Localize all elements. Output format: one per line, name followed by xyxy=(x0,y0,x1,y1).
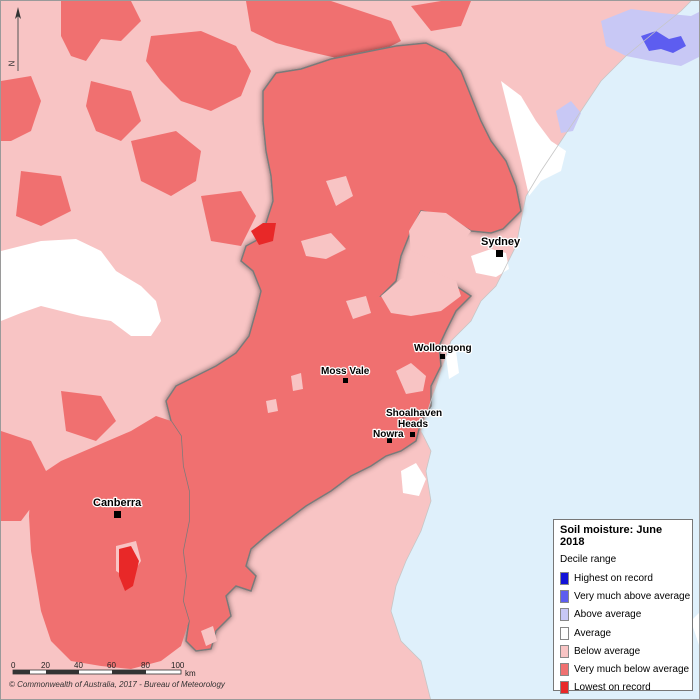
scale-unit: km xyxy=(185,669,196,678)
scale-bar: 0 20 40 60 80 100 km xyxy=(11,661,196,678)
legend-title: Soil moisture: June 2018 xyxy=(560,524,663,548)
copyright-text: © Commonwealth of Australia, 2017 - Bure… xyxy=(9,680,225,689)
legend-item: Above average xyxy=(560,606,686,624)
legend-subtitle: Decile range xyxy=(560,554,617,565)
legend-items: Highest on record Very much above average… xyxy=(560,569,690,697)
legend-label: Below average xyxy=(574,645,641,657)
legend-item: Very much below average xyxy=(560,660,690,678)
north-arrow xyxy=(15,7,21,71)
sydney-marker xyxy=(496,250,503,257)
legend-item: Highest on record xyxy=(560,569,686,587)
scale-tick-80: 80 xyxy=(141,661,150,670)
north-label: N xyxy=(7,60,17,67)
legend-label: Very much above average xyxy=(574,590,691,602)
legend-label: Lowest on record xyxy=(574,682,651,694)
legend: Soil moisture: June 2018 Decile range Hi… xyxy=(553,519,693,695)
heads-label: Heads xyxy=(398,419,428,430)
legend-label: Highest on record xyxy=(574,572,653,584)
moss-vale-marker xyxy=(343,378,348,383)
legend-swatch xyxy=(560,626,569,640)
sydney-label: Sydney xyxy=(481,236,521,248)
scale-tick-0: 0 xyxy=(11,661,16,670)
legend-item: Below average xyxy=(560,642,686,660)
very-much-above-patches xyxy=(641,31,686,53)
wollongong-marker xyxy=(440,354,445,359)
canberra-marker xyxy=(114,511,121,518)
legend-swatch xyxy=(560,663,569,677)
wollongong-label: Wollongong xyxy=(414,343,472,354)
legend-swatch xyxy=(560,571,569,585)
legend-item: Very much above average xyxy=(560,587,690,605)
scale-tick-100: 100 xyxy=(171,661,185,670)
shoalhaven-heads-marker xyxy=(410,432,415,437)
shoalhaven-label: Shoalhaven xyxy=(386,408,442,419)
scale-tick-40: 40 xyxy=(74,661,83,670)
below-average-holes xyxy=(116,176,471,646)
coastline xyxy=(390,1,692,699)
scale-tick-20: 20 xyxy=(41,661,50,670)
very-much-below-patches xyxy=(1,1,471,521)
main-dry-region xyxy=(165,42,522,652)
canberra-label: Canberra xyxy=(93,497,142,509)
lowest-on-record-patches xyxy=(119,223,276,591)
canberra-dry-region xyxy=(29,416,189,669)
scale-tick-60: 60 xyxy=(107,661,116,670)
nowra-label: Nowra xyxy=(373,429,404,440)
town-markers xyxy=(114,250,503,518)
legend-swatch xyxy=(560,608,569,622)
legend-item: Lowest on record xyxy=(560,679,686,697)
moss-vale-label: Moss Vale xyxy=(321,366,370,377)
legend-item: Average xyxy=(560,624,686,642)
average-patches xyxy=(1,81,699,645)
legend-swatch xyxy=(560,589,569,603)
legend-swatch xyxy=(560,644,569,658)
nowra-marker xyxy=(387,438,392,443)
legend-label: Above average xyxy=(574,609,642,621)
legend-label: Average xyxy=(574,627,612,639)
legend-label: Very much below average xyxy=(574,664,690,676)
legend-swatch xyxy=(560,681,569,695)
